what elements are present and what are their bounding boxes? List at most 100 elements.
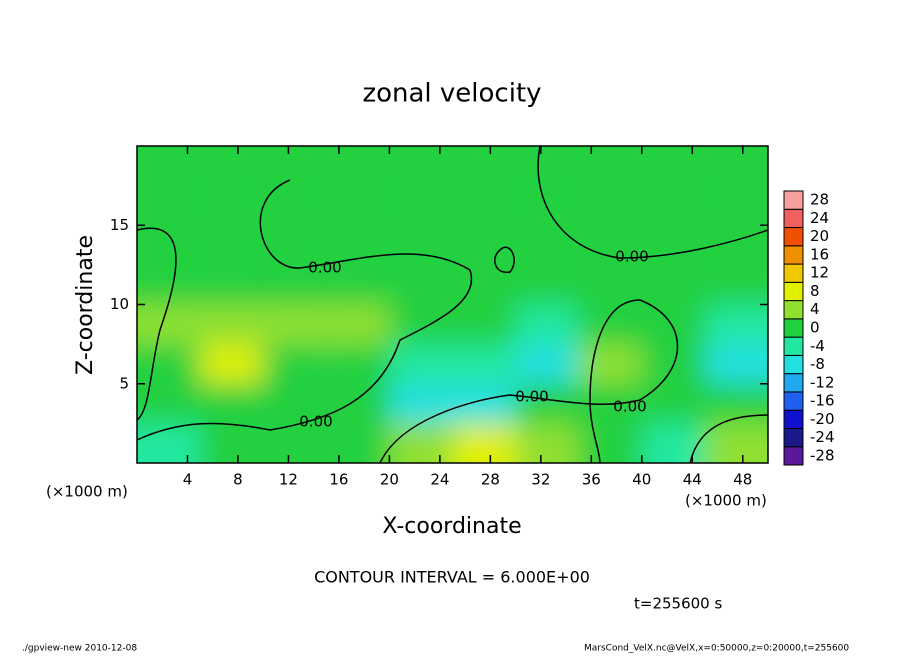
field-cell (704, 423, 768, 463)
field-cell (515, 423, 579, 463)
x-tick-label: 24 (430, 471, 449, 489)
colorbar-box (783, 409, 804, 429)
field-cell (137, 304, 201, 345)
field-cell (704, 344, 768, 384)
field-cell (389, 146, 453, 186)
colorbar-label: 8 (810, 282, 820, 300)
x-tick-label: 36 (582, 471, 601, 489)
colorbar-box (783, 190, 804, 210)
colorbar-label: 20 (810, 227, 829, 245)
field-cell (326, 264, 390, 305)
field-cell (515, 304, 579, 345)
field-cell (704, 383, 768, 424)
field-cell (326, 146, 390, 186)
field-cell (515, 225, 579, 265)
x-tick-label: 28 (481, 471, 500, 489)
field-cell (263, 304, 327, 345)
field (137, 146, 768, 463)
colorbar-box (783, 391, 804, 411)
field-cell (452, 423, 516, 463)
colorbar-box (783, 427, 804, 448)
colorbar-box (783, 300, 804, 320)
field-cell (704, 185, 768, 226)
field-cell (200, 383, 264, 424)
x-tick-label: 44 (683, 471, 702, 489)
contour-label: 0.00 (615, 248, 648, 266)
field-cell (200, 344, 264, 384)
colorbar-box (783, 354, 804, 375)
field-cell (515, 146, 579, 186)
colorbar-box (783, 318, 804, 338)
field-cell (200, 225, 264, 265)
field-cell (137, 146, 201, 186)
colorbar-label: 4 (810, 300, 820, 318)
colorbar-label: 16 (810, 245, 829, 263)
y-tick-label: 15 (110, 216, 129, 234)
field-cell (578, 264, 642, 305)
field-cell (137, 423, 201, 463)
field-cell (326, 383, 390, 424)
field-cell (578, 146, 642, 186)
field-cell (137, 225, 201, 265)
field-cell (578, 344, 642, 384)
colorbar-label: -16 (810, 392, 835, 410)
footer-right: MarsCond_VelX.nc@VelX,x=0:50000,z=0:2000… (584, 644, 849, 654)
colorbar-box (783, 336, 804, 356)
field-cell (200, 185, 264, 226)
field-cell (137, 344, 201, 384)
field-cell (326, 423, 390, 463)
field-cell (263, 185, 327, 226)
field-cell (326, 304, 390, 345)
field-cell (578, 185, 642, 226)
field-cell (389, 264, 453, 305)
field-cell (704, 304, 768, 345)
x-tick-label: 40 (632, 471, 651, 489)
x-tick-label: 16 (329, 471, 348, 489)
colorbar-label: 12 (810, 264, 829, 282)
field-cell (389, 383, 453, 424)
field-cell (389, 344, 453, 384)
field-cell (389, 423, 453, 463)
field-cell (389, 185, 453, 226)
field-cell (452, 185, 516, 226)
footer-left: ./gpview-new 2010-12-08 (22, 644, 137, 654)
contour-interval: CONTOUR INTERVAL = 6.000E+00 (314, 568, 590, 587)
field-cell (704, 146, 768, 186)
contour-label: 0.00 (299, 413, 332, 431)
x-unit-label: (×1000 m) (46, 483, 128, 501)
colorbar-box (783, 263, 804, 283)
field-cell (263, 225, 327, 265)
contour-line (689, 414, 768, 463)
colorbar-label: -20 (810, 410, 835, 428)
contour-line (137, 179, 473, 441)
colorbar-box (783, 446, 804, 466)
field-cell (452, 383, 516, 424)
field-cell (137, 264, 201, 305)
y-axis-label: Z-coordinate (73, 235, 98, 375)
field-cell (641, 185, 705, 226)
field-cell (200, 146, 264, 186)
field-cell (326, 185, 390, 226)
colorbar-box (783, 227, 804, 247)
colorbar-label: -4 (810, 337, 825, 355)
contour-label: 0.00 (515, 388, 548, 406)
colorbar-label: 0 (810, 319, 820, 337)
field-cell (263, 383, 327, 424)
contour-lines (137, 146, 768, 463)
field-cell (263, 146, 327, 186)
field-cell (515, 264, 579, 305)
field-cell (452, 264, 516, 305)
field-cell (641, 264, 705, 305)
x-tick-label: 4 (183, 471, 193, 489)
x-tick-label: 8 (233, 471, 243, 489)
field-cell (515, 185, 579, 226)
field-cell (515, 383, 579, 424)
colorbar-box (783, 373, 804, 393)
field-cell (452, 304, 516, 345)
field-cell (641, 383, 705, 424)
contour-line (537, 146, 768, 259)
field-cell (263, 264, 327, 305)
x-tick-label: 12 (279, 471, 298, 489)
field-cell (515, 344, 579, 384)
field-cell (137, 383, 201, 424)
